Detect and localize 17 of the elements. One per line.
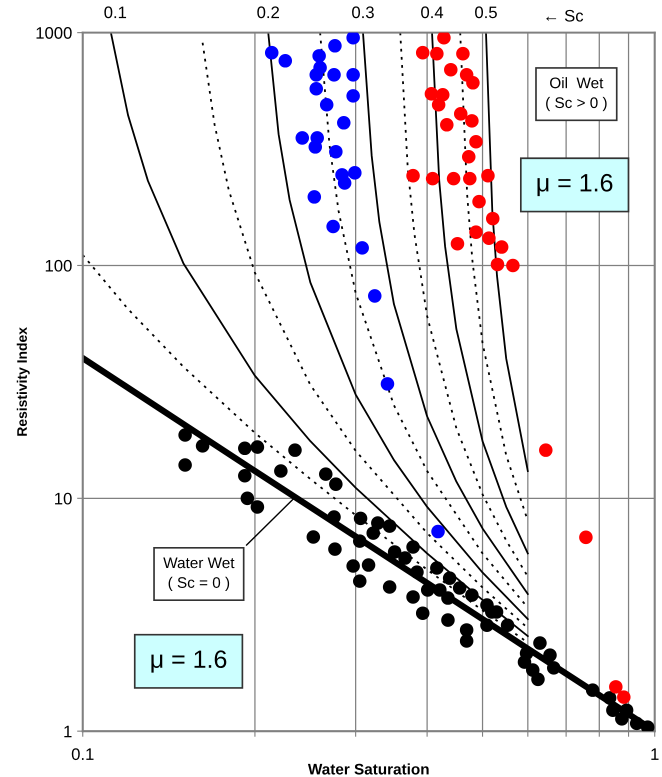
y-tick-label: 1000	[36, 27, 72, 39]
annotation: Oil Wet ( Sc > 0 )	[546, 77, 607, 112]
y-tick-label: 1	[64, 726, 72, 738]
annotation: μ = 1.6	[538, 174, 612, 196]
text: ← Sc	[546, 10, 584, 22]
y-tick-label: 10	[55, 492, 72, 505]
annotation: 0.3	[352, 6, 374, 18]
annotation: 0.5	[475, 6, 497, 18]
annotation: 0.4	[421, 6, 444, 18]
y-axis-title: Resistivity Index	[16, 327, 30, 436]
annotation: 0.1	[104, 6, 126, 18]
annotation: μ = 1.6	[151, 650, 226, 673]
annotation: Water Wet ( Sc = 0 )	[163, 558, 234, 591]
annotation: 0.2	[257, 6, 279, 18]
x-axis-title: Water Saturation	[308, 763, 429, 775]
line-series	[485, 32, 529, 472]
y-tick-label: 100	[46, 260, 72, 272]
